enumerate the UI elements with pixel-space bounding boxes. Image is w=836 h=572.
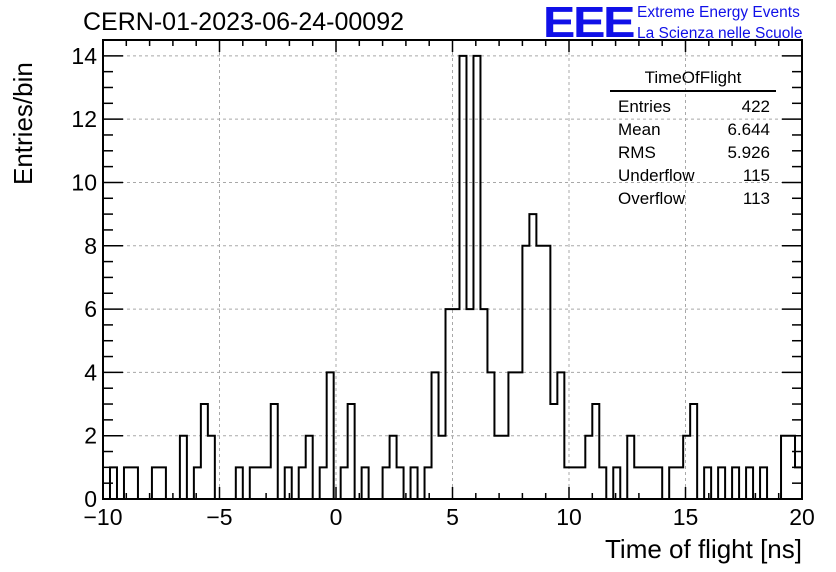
y-tick-label: 12 — [71, 106, 97, 132]
y-tick-label: 6 — [84, 296, 97, 322]
y-tick-label: 2 — [84, 423, 97, 449]
x-tick-label: 0 — [330, 504, 343, 530]
logo-line-2: La Scienza nelle Scuole — [637, 25, 803, 42]
stats-value: 5.926 — [727, 143, 770, 162]
stats-label: Underflow — [618, 166, 695, 185]
x-tick-label: −5 — [206, 504, 232, 530]
logo-line-1: Extreme Energy Events — [637, 4, 800, 21]
plot-title: CERN-01-2023-06-24-00092 — [83, 8, 405, 36]
y-tick-label: 8 — [84, 233, 97, 259]
grid-lines — [103, 40, 802, 499]
y-tick-label: 4 — [84, 359, 97, 385]
x-tick-label: −10 — [83, 504, 122, 530]
x-tick-label: 20 — [789, 504, 815, 530]
y-tick-label: 0 — [84, 486, 97, 512]
stats-value: 113 — [742, 189, 770, 208]
y-tick-label: 10 — [71, 169, 97, 195]
stats-row-overflow: Overflow 113 — [610, 187, 776, 210]
stats-title: TimeOfFlight — [610, 68, 776, 92]
stats-row-entries: Entries 422 — [610, 95, 776, 118]
stats-label: Overflow — [618, 189, 686, 208]
x-axis-label: Time of flight [ns] — [605, 534, 802, 564]
stats-value: 6.644 — [727, 120, 770, 139]
stats-label: Mean — [618, 120, 661, 139]
stats-label: RMS — [618, 143, 656, 162]
plot-frame — [102, 39, 803, 500]
stats-row-rms: RMS 5.926 — [610, 141, 776, 164]
tick-labels: −10 −5 0 5 10 15 20 0 2 4 6 8 10 12 14 — [71, 43, 814, 530]
stats-value: 115 — [742, 166, 770, 185]
stats-value: 422 — [741, 97, 770, 116]
stats-row-mean: Mean 6.644 — [610, 118, 776, 141]
y-axis-label: Entries/bin — [8, 62, 38, 185]
x-tick-label: 5 — [446, 504, 459, 530]
x-tick-label: 10 — [556, 504, 582, 530]
y-tick-label: 14 — [71, 43, 97, 69]
eee-logo: EEE — [543, 0, 635, 47]
x-tick-label: 15 — [673, 504, 699, 530]
stats-box: TimeOfFlight Entries 422 Mean 6.644 RMS … — [610, 68, 776, 210]
stats-row-underflow: Underflow 115 — [610, 164, 776, 187]
stats-label: Entries — [618, 97, 671, 116]
